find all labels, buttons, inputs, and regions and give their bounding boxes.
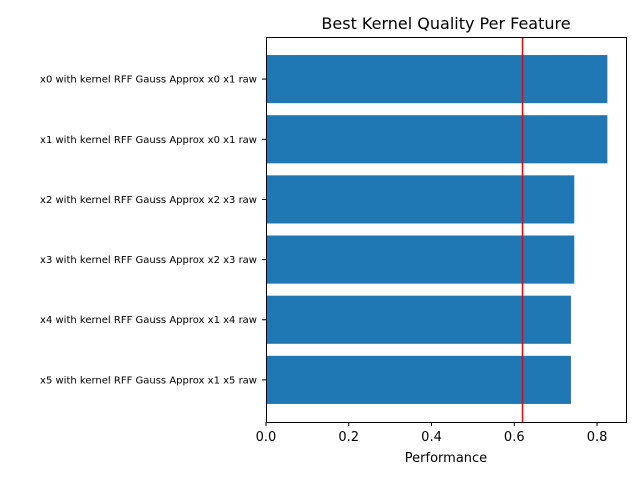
bars-group xyxy=(266,55,608,404)
x-tick-label: 0.0 xyxy=(256,430,277,445)
x-tick-label: 0.2 xyxy=(338,430,359,445)
y-tick-label: x4 with kernel RFF Gauss Approx x1 x4 ra… xyxy=(40,315,257,326)
x-axis-label: Performance xyxy=(405,451,487,466)
chart-title: Best Kernel Quality Per Feature xyxy=(321,14,570,33)
bar xyxy=(266,175,575,224)
x-tick-labels: 0.0 0.2 0.4 0.6 0.8 xyxy=(256,422,608,445)
y-tick-label: x3 with kernel RFF Gauss Approx x2 x3 ra… xyxy=(40,255,257,266)
x-tick-label: 0.8 xyxy=(587,430,608,445)
bar xyxy=(266,55,608,104)
y-tick-label: x5 with kernel RFF Gauss Approx x1 x5 ra… xyxy=(40,375,257,386)
axes-frame xyxy=(266,37,627,423)
x-tick-label: 0.4 xyxy=(421,430,442,445)
x-tick-label: 0.6 xyxy=(504,430,525,445)
bar xyxy=(266,355,571,404)
y-tick-label: x0 with kernel RFF Gauss Approx x0 x1 ra… xyxy=(40,75,257,86)
y-tick-label: x2 with kernel RFF Gauss Approx x2 x3 ra… xyxy=(40,195,257,206)
bar xyxy=(266,235,575,284)
y-tick-labels: x0 with kernel RFF Gauss Approx x0 x1 ra… xyxy=(40,75,266,386)
y-tick-label: x1 with kernel RFF Gauss Approx x0 x1 ra… xyxy=(40,135,257,146)
bar xyxy=(266,295,571,344)
bar xyxy=(266,115,608,164)
